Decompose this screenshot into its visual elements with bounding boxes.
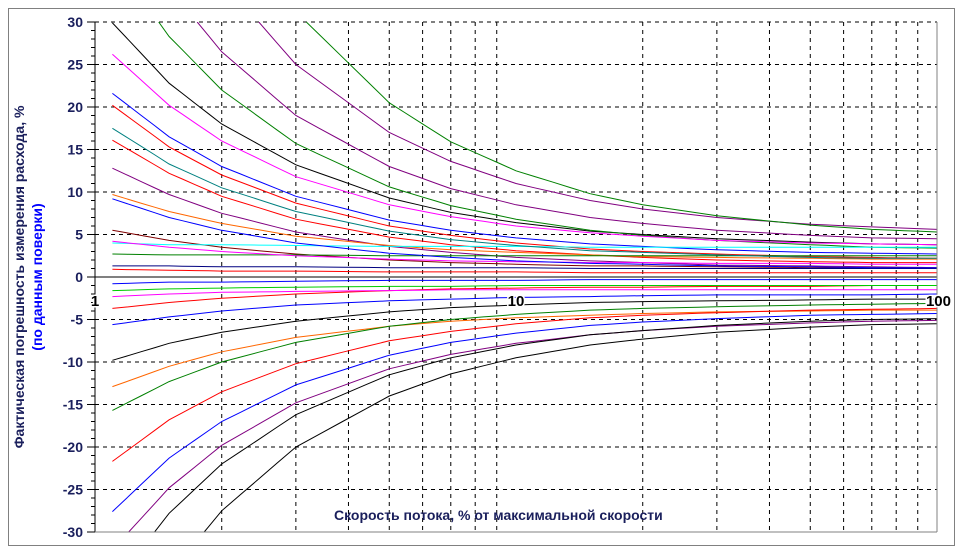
x-tick-label: 100: [926, 293, 951, 310]
series-line: [112, 229, 937, 269]
y-axis-subtitle: (по данным поверки): [29, 203, 45, 350]
series-line: [112, 242, 937, 248]
y-tick-label: 0: [75, 269, 83, 285]
series-line: [112, 307, 937, 462]
y-axis-title: Фактическая погрешность измерения расход…: [11, 105, 27, 448]
series-line: [112, 53, 937, 246]
x-tick-label: 10: [508, 293, 525, 310]
series-line: [112, 93, 937, 255]
series-line: [112, 285, 937, 309]
series-line: [112, 127, 937, 259]
series-line: [112, 302, 937, 411]
series-line: [112, 194, 937, 260]
x-axis-title: Скорость потока, % от максимальной скоро…: [334, 507, 663, 523]
axes: [87, 21, 938, 533]
y-tick-label: 25: [67, 57, 83, 73]
series-line: [112, 293, 937, 326]
series-line: [154, 318, 937, 532]
series-line: [305, 22, 937, 233]
series-line: [112, 285, 937, 292]
y-tick-label: -20: [63, 439, 83, 455]
series-line: [112, 104, 937, 259]
series-line: [158, 22, 937, 249]
series-line: [203, 323, 937, 532]
y-tick-label: 5: [75, 227, 83, 243]
series-line: [112, 139, 937, 264]
y-tick-label: -30: [63, 524, 83, 540]
series-line: [112, 167, 937, 269]
y-tick-label: -5: [71, 312, 84, 328]
series-line: [112, 309, 937, 388]
series-line: [196, 22, 937, 240]
series-line: [112, 240, 937, 265]
y-tick-label: 10: [67, 184, 83, 200]
tick-labels: 30 25 20 15 10 5 0 -5 -10 -15 -20 -25 -30 1 10 100: [63, 14, 953, 540]
series-line: [112, 198, 937, 269]
series-line: [112, 265, 937, 269]
series-line: [112, 253, 937, 257]
series-line: [112, 289, 937, 298]
y-tick-label: 15: [67, 142, 83, 158]
y-tick-label: -25: [63, 482, 83, 498]
series-line: [128, 319, 937, 532]
series-group: [112, 22, 937, 532]
grid: [95, 21, 937, 533]
y-tick-label: -15: [63, 397, 83, 413]
series-line: [112, 279, 937, 285]
y-tick-label: 30: [67, 14, 83, 30]
series-line: [112, 313, 937, 512]
series-line: [112, 268, 937, 274]
series-line: [258, 22, 937, 230]
y-tick-label: 20: [67, 99, 83, 115]
y-tick-label: -10: [63, 354, 83, 370]
x-tick-label: 1: [91, 293, 99, 310]
series-line: [112, 298, 937, 361]
series-line: [112, 22, 937, 246]
